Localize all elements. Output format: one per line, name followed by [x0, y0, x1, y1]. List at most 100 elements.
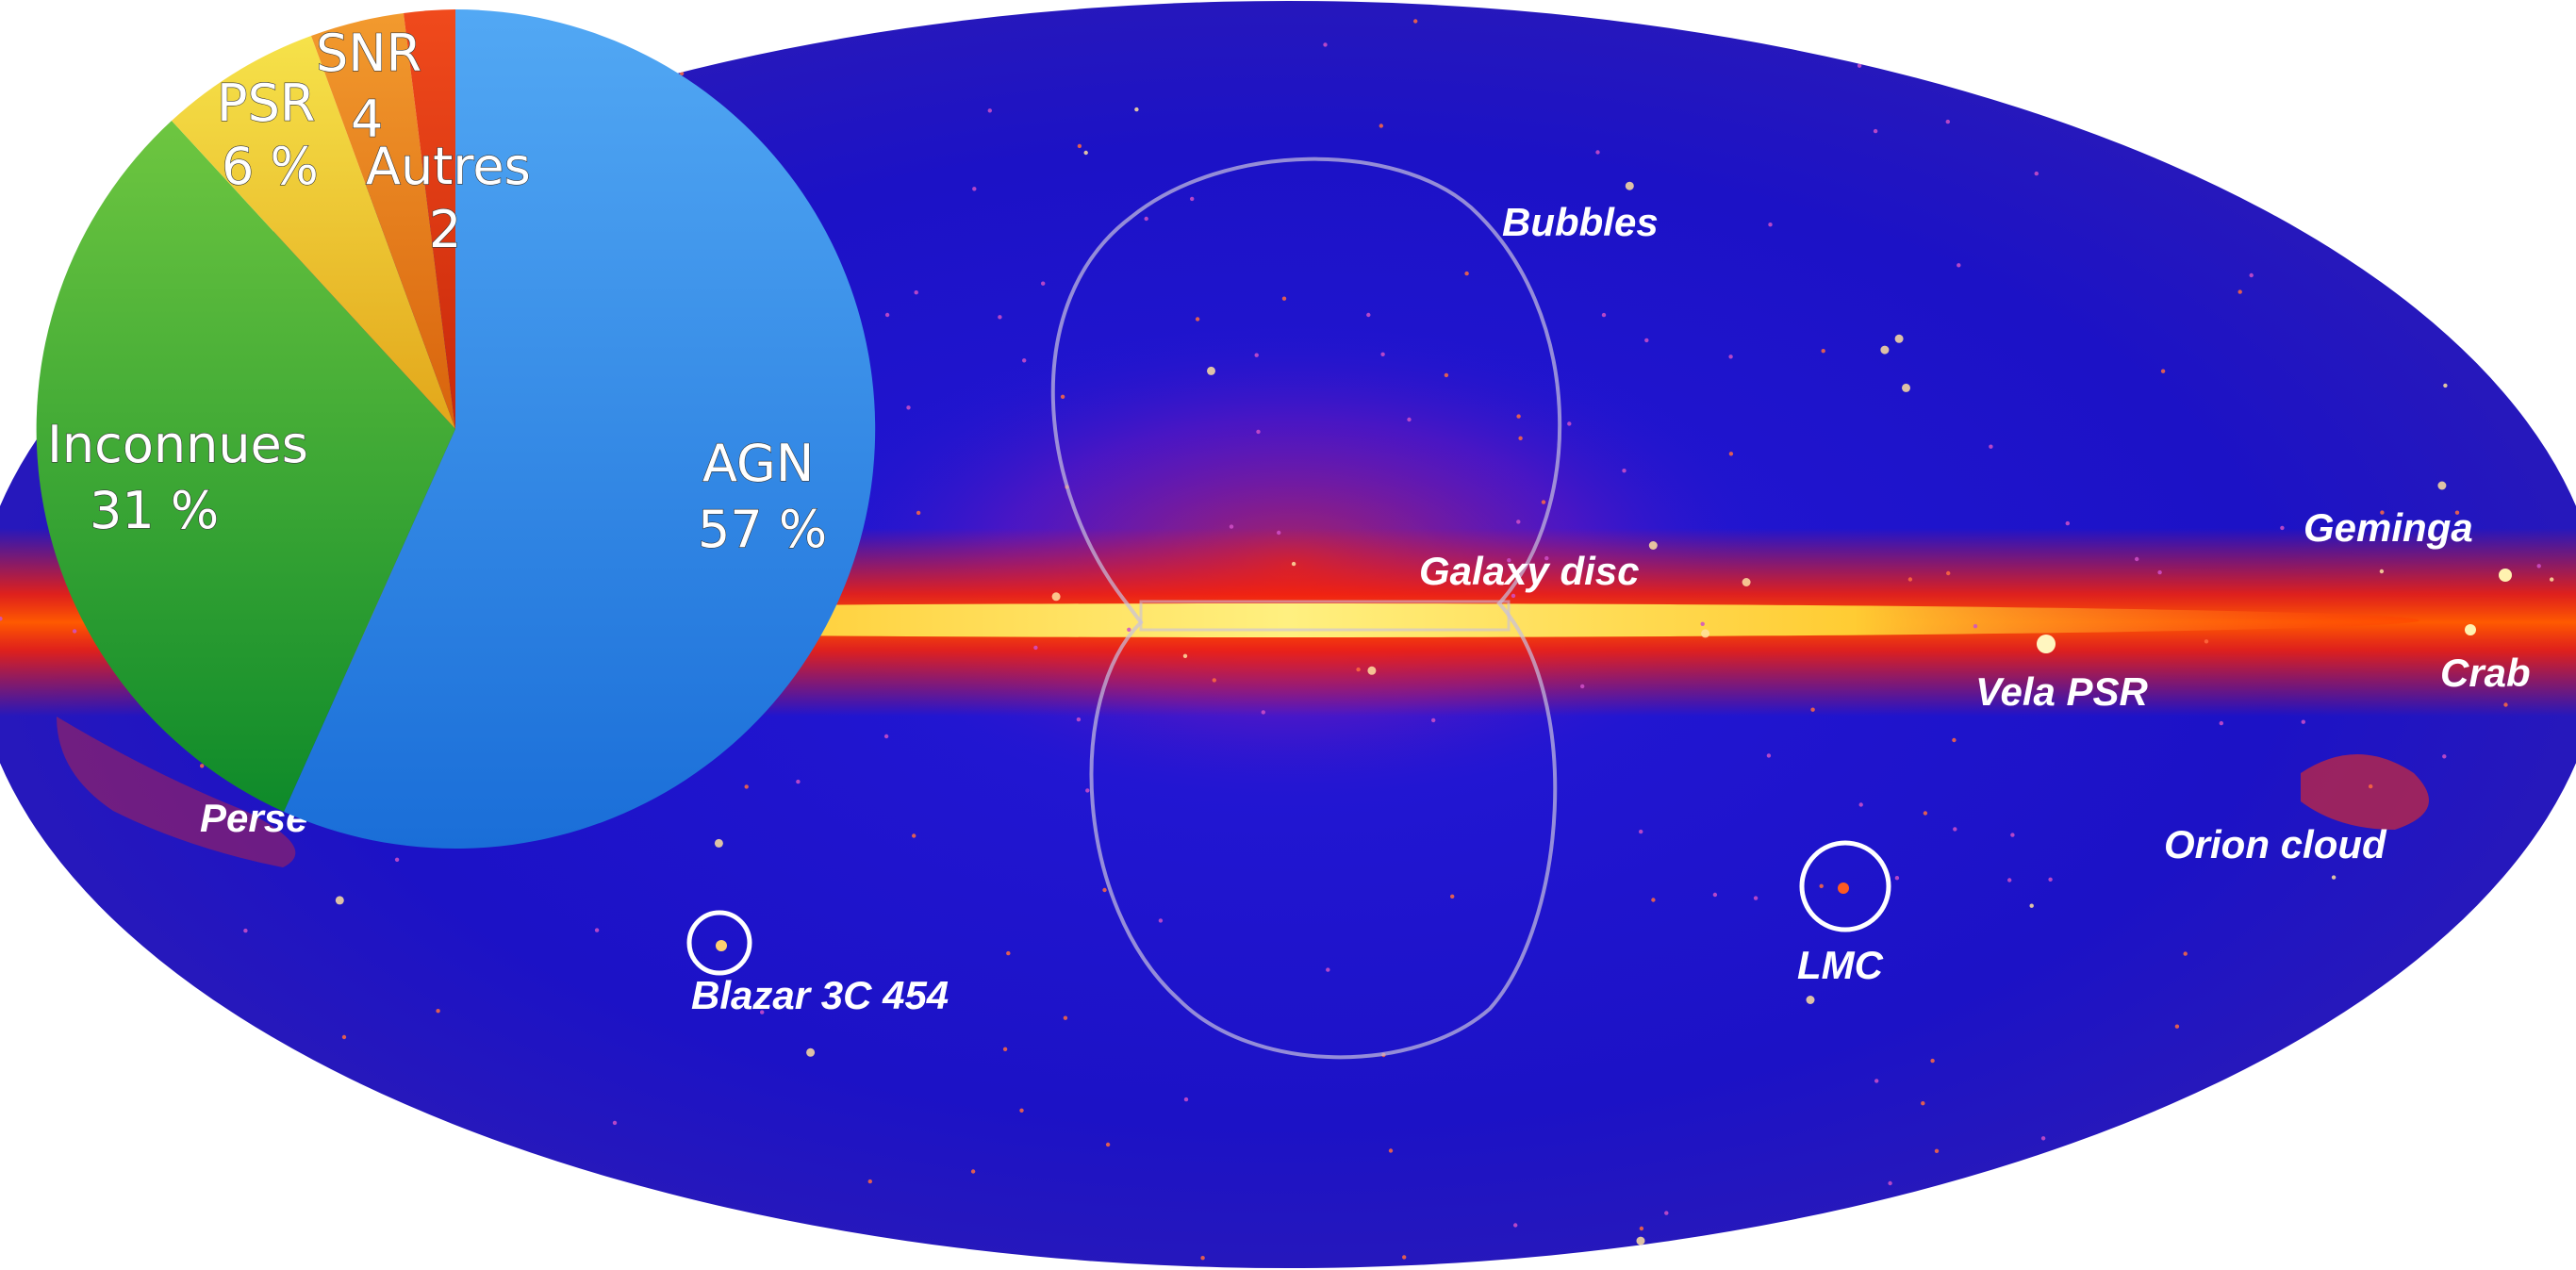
point-source [1930, 1059, 1934, 1063]
point-source [613, 1121, 617, 1125]
point-source [1810, 708, 1814, 712]
point-source [1902, 384, 1910, 392]
pie-label-psr: PSR [217, 74, 315, 133]
point-source [1651, 898, 1655, 901]
point-source [1003, 1047, 1007, 1051]
point-source [2184, 951, 2188, 955]
point-source [1713, 893, 1717, 897]
label-crab: Crab [2440, 651, 2531, 695]
point-source [1957, 263, 1960, 267]
point-source [1255, 354, 1259, 357]
point-source [2380, 569, 2384, 573]
point-source [1516, 414, 1520, 418]
point-source [1256, 430, 1260, 434]
point-source [796, 780, 800, 783]
point-source [436, 1009, 439, 1013]
point-source [1622, 469, 1626, 472]
point-source [2238, 289, 2242, 293]
point-source [2175, 1025, 2179, 1029]
point-source [1326, 967, 1329, 971]
point-source [1407, 418, 1411, 421]
pie-value-psr: 6 % [222, 137, 319, 196]
point-source [1858, 64, 1861, 68]
point-source [1946, 120, 1950, 124]
point-source [1626, 182, 1634, 190]
pie-label-autres: Autres [366, 137, 531, 196]
point-source [1145, 217, 1148, 221]
crab-source [2465, 624, 2476, 635]
point-source [1807, 996, 1815, 1004]
lmc-source [1838, 882, 1849, 894]
point-source [1935, 1149, 1939, 1153]
point-source [1888, 1181, 1891, 1185]
label-vela-psr: Vela PSR [1975, 669, 2149, 714]
point-source [1078, 144, 1082, 148]
point-source [1973, 624, 1977, 628]
point-source [885, 313, 889, 317]
point-source [1513, 1223, 1517, 1227]
point-source [2041, 1136, 2045, 1140]
point-source [1190, 197, 1194, 201]
point-source [1106, 1143, 1110, 1146]
point-source [1921, 1101, 1924, 1105]
label-geminga: Geminga [2304, 505, 2473, 550]
point-source [1644, 338, 1648, 342]
point-source [2048, 878, 2052, 882]
point-source [1516, 520, 1520, 523]
point-source [1874, 129, 1877, 133]
point-source [1895, 876, 1899, 880]
pie-value-agn: 57 % [698, 500, 827, 559]
point-source [1323, 42, 1327, 46]
point-source [1061, 395, 1065, 399]
point-source [1664, 1211, 1668, 1214]
point-source [1989, 445, 1992, 449]
point-source [971, 1169, 975, 1173]
point-source [2537, 564, 2541, 568]
point-source [1924, 811, 1927, 815]
point-source [1367, 667, 1376, 675]
point-source [1908, 577, 1912, 581]
point-source [1822, 349, 1825, 353]
point-source [2550, 577, 2553, 581]
point-source [1184, 1097, 1188, 1101]
point-source [2157, 570, 2161, 574]
point-source [884, 734, 888, 738]
point-source [2437, 482, 2446, 490]
point-source [1953, 827, 1957, 831]
point-source [1230, 524, 1233, 528]
point-source [2220, 721, 2223, 725]
pie-value-autres: 2 [429, 200, 461, 259]
point-source [1874, 1079, 1878, 1082]
point-source [2280, 526, 2284, 530]
point-source [1077, 717, 1081, 721]
point-source [1637, 1237, 1645, 1245]
point-source [1084, 151, 1088, 155]
point-source [1754, 896, 1758, 899]
point-source [2442, 754, 2446, 758]
point-source [2066, 521, 2070, 525]
point-source [1196, 317, 1199, 321]
point-source [715, 839, 723, 848]
vela-source [2037, 635, 2056, 653]
point-source [1134, 107, 1138, 111]
point-source [1052, 592, 1061, 601]
point-source [1022, 358, 1026, 362]
point-source [1649, 541, 1658, 550]
point-source [1895, 335, 1904, 343]
pie-label-snr: SNR [316, 24, 421, 83]
point-source [2010, 833, 2014, 836]
point-source [1292, 562, 1296, 566]
point-source [200, 764, 204, 767]
point-source [916, 511, 920, 515]
label-lmc: LMC [1797, 943, 1884, 987]
label-galaxy-disc: Galaxy disc [1419, 549, 1639, 593]
point-source [1728, 355, 1732, 358]
point-source [1946, 571, 1950, 575]
point-source [1639, 830, 1643, 833]
point-source [342, 1035, 346, 1039]
point-source [1380, 353, 1384, 356]
point-source [2135, 557, 2138, 561]
point-source [1518, 437, 1522, 440]
point-source [1431, 718, 1435, 722]
